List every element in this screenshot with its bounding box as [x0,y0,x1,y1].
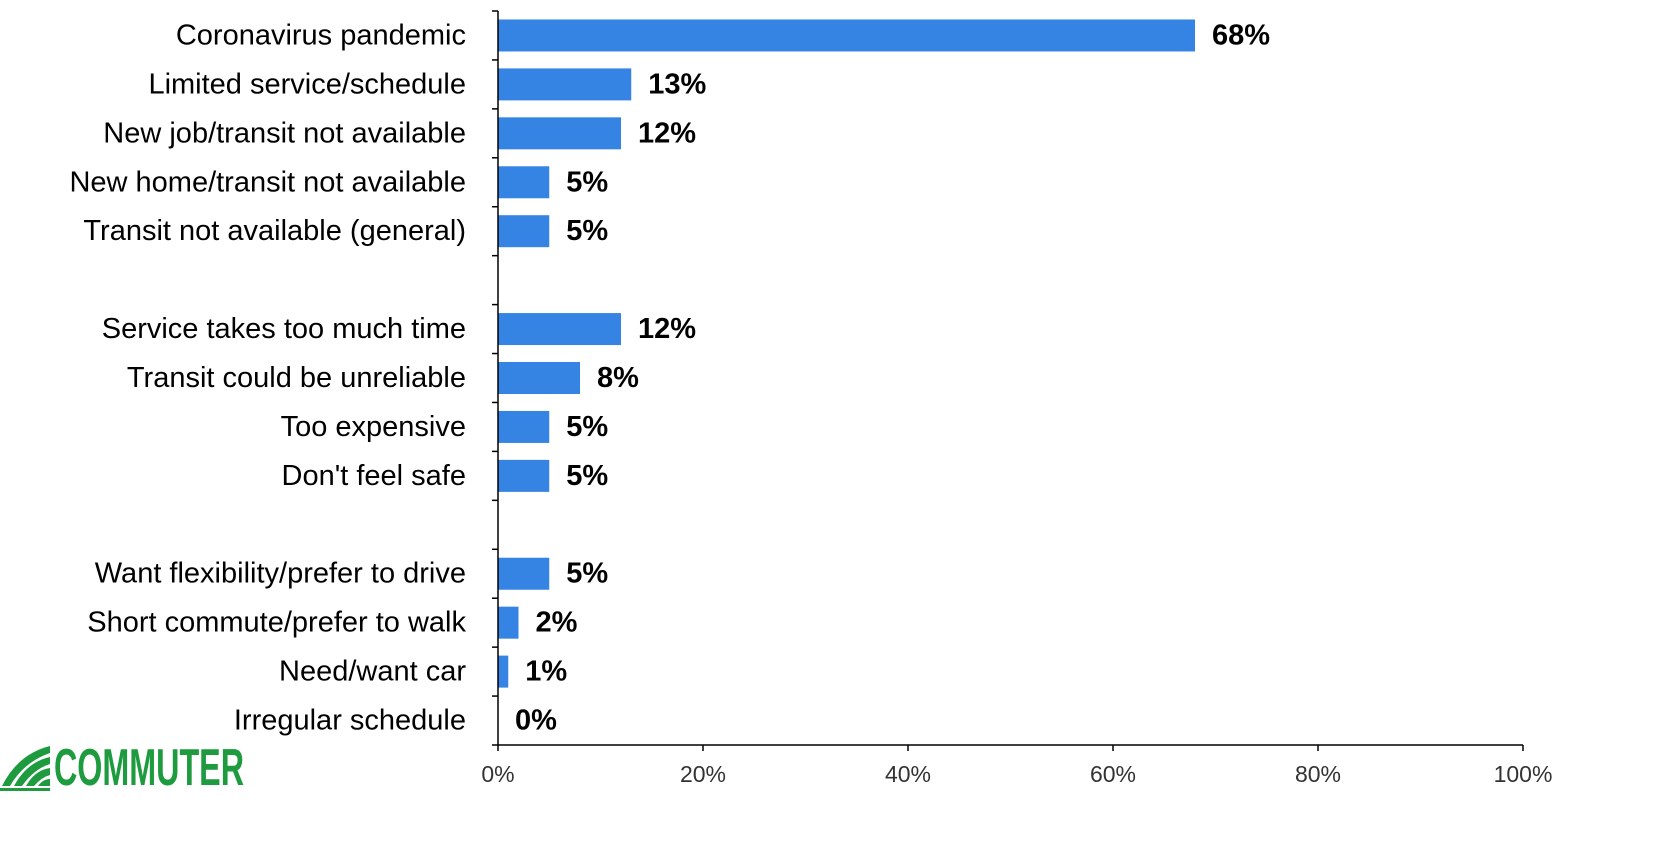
x-tick-label: 60% [1090,761,1136,787]
data-label: 13% [648,68,706,100]
category-label: Too expensive [281,411,466,443]
data-label: 8% [597,362,639,394]
commuter-connections-logo: COMMUTER [0,738,260,839]
category-label: Don't feel safe [282,460,466,492]
category-label: Need/want car [279,656,466,688]
data-label: 12% [638,313,696,345]
bar [498,362,580,394]
x-tick-label: 0% [481,761,514,787]
bar [498,460,549,492]
x-tick-label: 40% [885,761,931,787]
bar [498,19,1195,51]
logo-text: COMMUTER [54,739,244,797]
data-label: 5% [566,558,608,590]
x-tick-label: 20% [680,761,726,787]
data-label: 12% [638,117,696,149]
x-tick-label: 100% [1494,761,1553,787]
category-label: Service takes too much time [102,313,466,345]
bar [498,313,621,345]
bar [498,411,549,443]
data-label: 5% [566,166,608,198]
data-label: 0% [515,705,557,737]
category-label: Short commute/prefer to walk [87,607,466,639]
data-label: 68% [1212,19,1270,51]
data-label: 5% [566,215,608,247]
category-label: Coronavirus pandemic [176,19,466,51]
data-label: 1% [525,656,567,688]
category-label: Irregular schedule [234,705,466,737]
bar [498,656,508,688]
data-label: 2% [536,607,578,639]
x-tick-label: 80% [1295,761,1341,787]
category-label: Want flexibility/prefer to drive [95,558,466,590]
bar [498,117,621,149]
bar [498,215,549,247]
category-label: Transit could be unreliable [127,362,466,394]
data-label: 5% [566,460,608,492]
bar [498,607,519,639]
bar [498,558,549,590]
category-label: Transit not available (general) [83,215,466,247]
bar [498,166,549,198]
category-label: Limited service/schedule [148,68,466,100]
bar [498,68,631,100]
data-label: 5% [566,411,608,443]
category-label: New home/transit not available [69,166,466,198]
logo-wave-icon [0,746,50,791]
category-label: New job/transit not available [103,117,466,149]
